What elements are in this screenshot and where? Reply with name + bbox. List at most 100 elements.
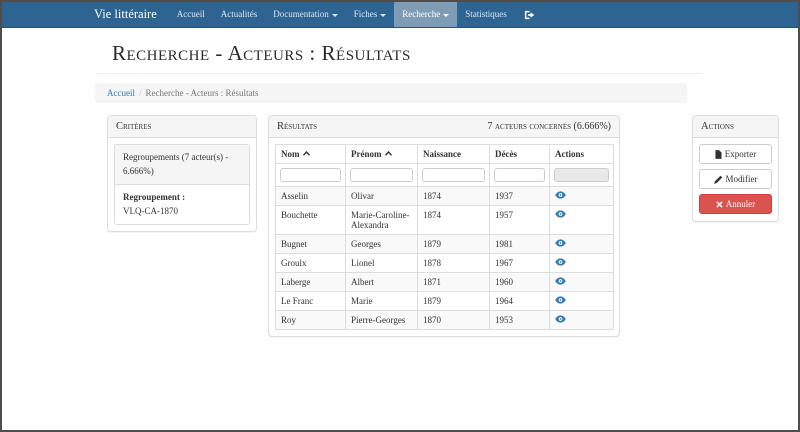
view-record-button[interactable] <box>555 210 566 218</box>
cell-prenom: Marie <box>345 291 418 311</box>
breadcrumb-separator: / <box>138 88 142 98</box>
criteria-panel-body: Regroupements (7 acteur(s) - 6.666%) Reg… <box>108 138 256 231</box>
cell-nom: Bugnet <box>275 234 346 254</box>
column-header-actions: Actions <box>549 144 614 164</box>
results-panel-header: Résultats 7 acteurs concernés (6.666%) <box>269 116 619 138</box>
cell-nom: Le Franc <box>275 291 346 311</box>
x-icon <box>716 200 723 208</box>
actions-panel-title: Actions <box>693 116 778 138</box>
actions-panel: Actions Exporter Modifier Annuler <box>692 115 779 222</box>
caret-down-icon <box>443 13 450 17</box>
button-label: Exporter <box>724 149 757 159</box>
criteria-summary: Regroupements (7 acteur(s) - 6.666%) <box>115 145 249 184</box>
eye-icon <box>555 277 566 285</box>
column-header-prenom[interactable]: Prénom <box>345 144 418 164</box>
results-count: 7 acteurs concernés (6.666%) <box>487 121 611 132</box>
actions-panel-body: Exporter Modifier Annuler <box>693 138 778 221</box>
cell-actions <box>549 310 614 330</box>
nav-item-label: Statistiques <box>465 9 507 19</box>
column-header-deces: Décès <box>489 144 550 164</box>
view-record-button[interactable] <box>555 239 566 247</box>
title-divider <box>95 73 702 74</box>
cell-prenom: Marie-Caroline-Alexandra <box>345 205 418 235</box>
caret-down-icon <box>380 13 387 17</box>
breadcrumb-home-link[interactable]: Accueil <box>107 88 135 98</box>
nav-item-accueil[interactable]: Accueil <box>169 2 213 27</box>
cell-prenom: Olivar <box>345 186 418 206</box>
view-record-button[interactable] <box>555 315 566 323</box>
cell-actions <box>549 186 614 206</box>
filter-nom-input[interactable] <box>280 168 341 182</box>
cell-naissance: 1874 <box>417 186 490 206</box>
results-panel-title: Résultats <box>277 121 318 132</box>
export-button[interactable]: Exporter <box>699 144 772 164</box>
nav-item-fiches[interactable]: Fiches <box>346 2 395 27</box>
caret-down-icon <box>331 13 338 17</box>
main-content-row: Critères Regroupements (7 acteur(s) - 6.… <box>107 115 798 337</box>
results-panel-body: Nom Prénom Naissance Décès <box>269 138 619 336</box>
cell-deces: 1964 <box>489 291 550 311</box>
filter-prenom-input[interactable] <box>350 168 413 182</box>
criteria-list: Regroupements (7 acteur(s) - 6.666%) Reg… <box>114 144 250 225</box>
column-label: Décès <box>495 149 517 159</box>
table-row: Roy Pierre-Georges 1870 1953 <box>275 310 614 330</box>
sort-up-icon <box>302 150 310 156</box>
nav-item-documentation[interactable]: Documentation <box>265 2 346 27</box>
cell-actions <box>549 253 614 273</box>
breadcrumb-current: Recherche - Acteurs : Résultats <box>145 88 259 98</box>
results-table-body: Asselin Olivar 1874 1937 Bouchette Marie… <box>275 186 614 330</box>
criteria-group-label: Regroupement : <box>123 192 186 202</box>
results-panel: Résultats 7 acteurs concernés (6.666%) N… <box>268 115 620 337</box>
cell-naissance: 1878 <box>417 253 490 273</box>
view-record-button[interactable] <box>555 191 566 199</box>
column-header-naissance: Naissance <box>417 144 490 164</box>
eye-icon <box>555 191 566 199</box>
brand-link[interactable]: Vie littéraire <box>94 7 157 21</box>
button-label: Modifier <box>725 174 758 184</box>
nav-item-actualites[interactable]: Actualités <box>213 2 266 27</box>
criteria-panel-title: Critères <box>108 116 256 138</box>
cell-deces: 1953 <box>489 310 550 330</box>
nav-item-label: Accueil <box>176 9 205 19</box>
cancel-button[interactable]: Annuler <box>699 194 772 214</box>
criteria-panel: Critères Regroupements (7 acteur(s) - 6.… <box>107 115 257 232</box>
cell-naissance: 1879 <box>417 234 490 254</box>
cell-deces: 1937 <box>489 186 550 206</box>
cell-nom: Laberge <box>275 272 346 292</box>
eye-icon <box>555 210 566 218</box>
view-record-button[interactable] <box>555 296 566 304</box>
cell-prenom: Pierre-Georges <box>345 310 418 330</box>
nav-item-label: Actualités <box>220 9 258 19</box>
logout-button[interactable] <box>515 2 544 27</box>
sort-up-icon <box>384 150 392 156</box>
table-row: Laberge Albert 1871 1960 <box>275 272 614 292</box>
filter-deces-input[interactable] <box>494 168 545 182</box>
view-record-button[interactable] <box>555 277 566 285</box>
table-row: Asselin Olivar 1874 1937 <box>275 186 614 206</box>
cell-deces: 1981 <box>489 234 550 254</box>
criteria-group-value: VLQ-CA-1870 <box>123 205 178 216</box>
table-row: Bouchette Marie-Caroline-Alexandra 1874 … <box>275 205 614 235</box>
cell-naissance: 1874 <box>417 205 490 235</box>
file-icon <box>715 149 722 159</box>
top-navbar: Vie littéraire Accueil Actualités Docume… <box>2 2 798 28</box>
filter-naissance-input[interactable] <box>422 168 485 182</box>
table-row: Groulx Lionel 1878 1967 <box>275 253 614 273</box>
eye-icon <box>555 258 566 266</box>
modify-button[interactable]: Modifier <box>699 169 772 189</box>
eye-icon <box>555 315 566 323</box>
table-row: Le Franc Marie 1879 1964 <box>275 291 614 311</box>
table-row: Bugnet Georges 1879 1981 <box>275 234 614 254</box>
cell-deces: 1967 <box>489 253 550 273</box>
nav-item-label: Documentation <box>273 9 329 19</box>
nav-item-recherche[interactable]: Recherche <box>394 2 458 27</box>
filter-row <box>275 163 614 187</box>
nav-item-statistiques[interactable]: Statistiques <box>457 2 515 27</box>
cell-prenom: Lionel <box>345 253 418 273</box>
criteria-group-item: Regroupement : VLQ-CA-1870 <box>115 184 249 224</box>
view-record-button[interactable] <box>555 258 566 266</box>
column-header-nom[interactable]: Nom <box>275 144 346 164</box>
breadcrumb: Accueil / Recherche - Acteurs : Résultats <box>95 83 687 103</box>
eye-icon <box>555 296 566 304</box>
